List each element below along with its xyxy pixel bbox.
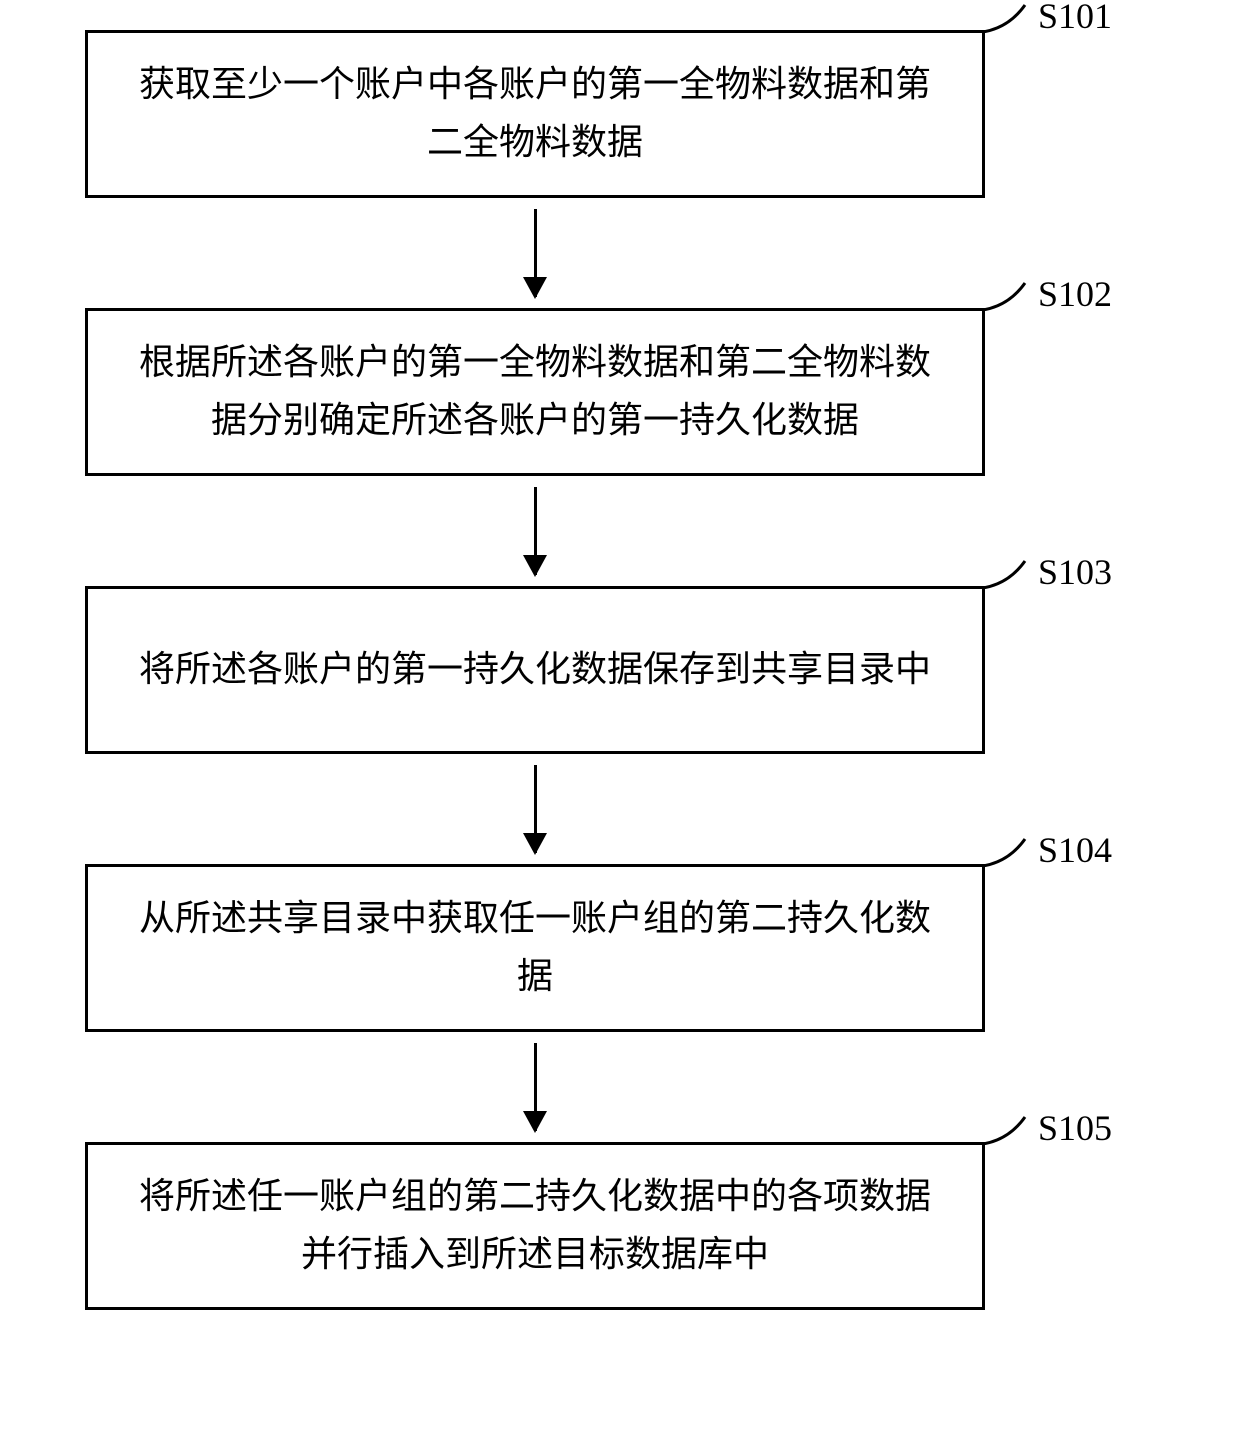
label-connector-icon [970, 1115, 1030, 1145]
step-label: S103 [1038, 551, 1112, 593]
step-box-3: S103 将所述各账户的第一持久化数据保存到共享目录中 [85, 586, 985, 754]
step-text: 将所述任一账户组的第二持久化数据中的各项数据并行插入到所述目标数据库中 [128, 1168, 942, 1283]
arrow-connector [85, 198, 985, 308]
step-box-4: S104 从所述共享目录中获取任一账户组的第二持久化数据 [85, 864, 985, 1032]
arrow-down-icon [534, 1043, 537, 1131]
step-label: S101 [1038, 0, 1112, 37]
step-label: S105 [1038, 1107, 1112, 1149]
step-text: 根据所述各账户的第一全物料数据和第二全物料数据分别确定所述各账户的第一持久化数据 [128, 334, 942, 449]
label-connector-icon [970, 3, 1030, 33]
arrow-down-icon [534, 209, 537, 297]
step-text: 将所述各账户的第一持久化数据保存到共享目录中 [139, 641, 931, 699]
step-box-5: S105 将所述任一账户组的第二持久化数据中的各项数据并行插入到所述目标数据库中 [85, 1142, 985, 1310]
arrow-connector [85, 754, 985, 864]
step-label: S102 [1038, 273, 1112, 315]
arrow-connector [85, 476, 985, 586]
step-box-1: S101 获取至少一个账户中各账户的第一全物料数据和第二全物料数据 [85, 30, 985, 198]
label-connector-icon [970, 281, 1030, 311]
step-label: S104 [1038, 829, 1112, 871]
label-connector-icon [970, 559, 1030, 589]
step-text: 获取至少一个账户中各账户的第一全物料数据和第二全物料数据 [128, 56, 942, 171]
arrow-down-icon [534, 765, 537, 853]
arrow-down-icon [534, 487, 537, 575]
label-connector-icon [970, 837, 1030, 867]
arrow-connector [85, 1032, 985, 1142]
step-box-2: S102 根据所述各账户的第一全物料数据和第二全物料数据分别确定所述各账户的第一… [85, 308, 985, 476]
step-text: 从所述共享目录中获取任一账户组的第二持久化数据 [128, 890, 942, 1005]
flowchart-container: S101 获取至少一个账户中各账户的第一全物料数据和第二全物料数据 S102 根… [85, 30, 1155, 1310]
